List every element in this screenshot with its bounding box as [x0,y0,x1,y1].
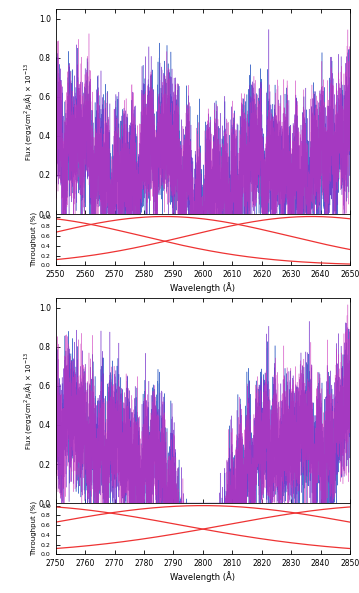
Y-axis label: Flux (ergs/cm$^2$/s/Å) × 10$^{-13}$: Flux (ergs/cm$^2$/s/Å) × 10$^{-13}$ [23,352,34,449]
X-axis label: Wavelength (Å): Wavelength (Å) [170,571,236,582]
Y-axis label: Throughput (%): Throughput (%) [30,501,37,556]
X-axis label: Wavelength (Å): Wavelength (Å) [170,282,236,293]
Y-axis label: Throughput (%): Throughput (%) [30,212,37,267]
Y-axis label: Flux (ergs/cm$^2$/s/Å) × 10$^{-13}$: Flux (ergs/cm$^2$/s/Å) × 10$^{-13}$ [23,62,34,161]
